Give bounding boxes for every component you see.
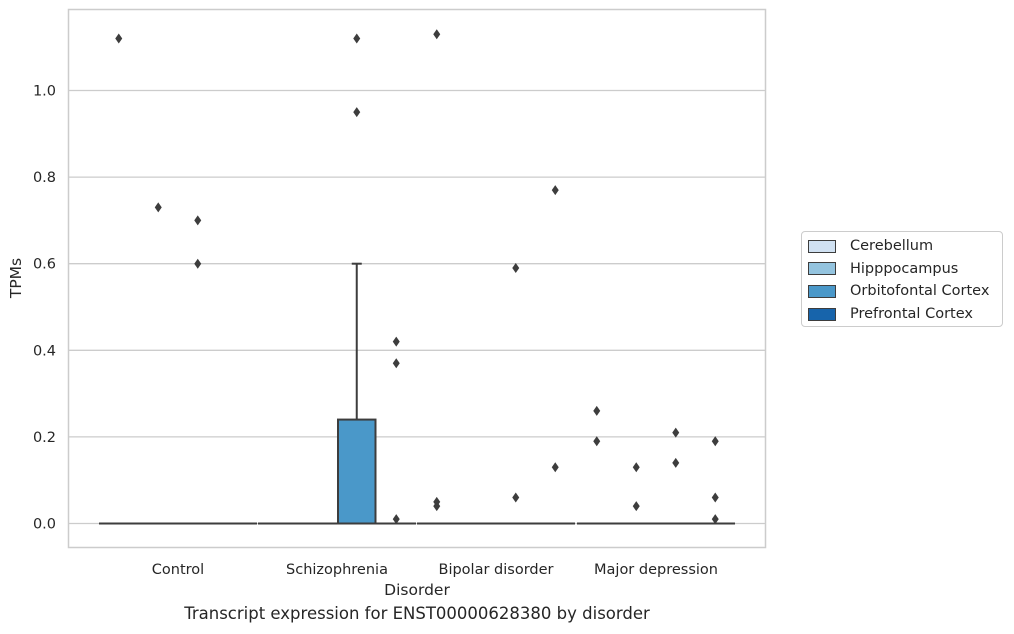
y-axis-label: TPMs xyxy=(7,258,25,299)
outlier-point xyxy=(392,358,400,369)
box-prefrontal-cortex xyxy=(376,336,416,525)
outlier-point xyxy=(551,462,559,473)
y-tick-label: 0.2 xyxy=(33,430,56,446)
outlier-point xyxy=(593,436,601,447)
outlier-point xyxy=(593,405,601,416)
outlier-point xyxy=(353,107,361,118)
box-orbitofontal-cortex xyxy=(178,215,218,525)
outlier-point xyxy=(353,33,361,44)
legend-swatch xyxy=(808,284,836,298)
outlier-point xyxy=(512,263,520,274)
outlier-point xyxy=(711,492,719,503)
x-tick-label: Schizophrenia xyxy=(286,562,388,578)
box-cerebellum xyxy=(99,33,139,525)
outlier-point xyxy=(115,33,123,44)
outlier-point xyxy=(632,501,640,512)
box-orbitofontal-cortex xyxy=(337,33,377,525)
chart-caption: Transcript expression for ENST0000062838… xyxy=(184,604,650,623)
outlier-point xyxy=(154,202,162,213)
x-tick-label: Control xyxy=(152,562,204,578)
box-hipppocampus xyxy=(616,462,656,525)
y-tick-label: 0.8 xyxy=(33,170,56,186)
chart-marks xyxy=(99,29,735,525)
outlier-point xyxy=(433,29,441,40)
box-hipppocampus xyxy=(138,202,178,525)
box-cerebellum xyxy=(417,29,457,525)
y-gridlines xyxy=(68,89,766,525)
outlier-point xyxy=(194,215,202,226)
plot-frame xyxy=(67,8,767,549)
y-tick-label: 1.0 xyxy=(33,84,56,100)
box-orbitofontal-cortex xyxy=(656,427,696,525)
legend-swatch xyxy=(808,307,836,321)
box xyxy=(337,418,377,525)
outlier-point xyxy=(433,496,441,507)
box-prefrontal-cortex xyxy=(535,185,575,525)
outlier-point xyxy=(392,514,400,525)
legend-swatch xyxy=(808,239,836,253)
legend-swatch xyxy=(808,262,836,276)
outlier-point xyxy=(711,436,719,447)
x-tick-label: Bipolar disorder xyxy=(439,562,554,578)
x-axis-label: Disorder xyxy=(384,581,450,599)
legend-item-orbitofrontal-cortex: Orbitofontal Cortex xyxy=(808,280,1002,303)
outlier-point xyxy=(194,258,202,269)
legend-label: Cerebellum xyxy=(850,238,934,255)
box-prefrontal-cortex xyxy=(695,436,735,525)
legend-label: Prefrontal Cortex xyxy=(850,306,973,323)
box-cerebellum xyxy=(577,405,617,525)
y-tick-label: 0.4 xyxy=(33,343,56,359)
outlier-point xyxy=(512,492,520,503)
box-orbitofontal-cortex xyxy=(496,263,536,525)
legend: Cerebellum Hipppocampus Orbitofontal Cor… xyxy=(801,231,1003,327)
y-tick-labels: 0.0 0.2 0.4 0.6 0.8 1.0 xyxy=(33,84,56,533)
outlier-point xyxy=(551,185,559,196)
legend-label: Hipppocampus xyxy=(850,260,959,277)
outlier-point xyxy=(392,336,400,347)
legend-item-prefrontal-cortex: Prefrontal Cortex xyxy=(808,303,1002,326)
x-tick-label: Major depression xyxy=(594,562,718,578)
legend-item-cerebellum: Cerebellum xyxy=(808,235,1002,258)
outlier-point xyxy=(632,462,640,473)
outlier-point xyxy=(672,427,680,438)
outlier-point xyxy=(672,457,680,468)
x-tick-labels: Control Schizophrenia Bipolar disorder Majo… xyxy=(152,562,718,578)
y-tick-label: 0.0 xyxy=(33,517,56,533)
y-tick-label: 0.6 xyxy=(33,257,56,273)
outlier-point xyxy=(711,514,719,525)
legend-label: Orbitofontal Cortex xyxy=(850,283,990,300)
legend-item-hippocampus: Hipppocampus xyxy=(808,258,1002,281)
